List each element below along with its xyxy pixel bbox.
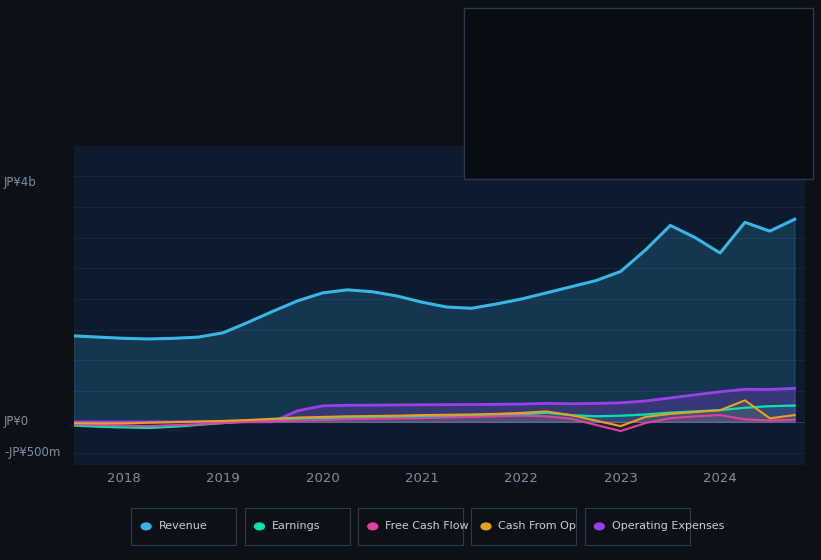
Text: -JP¥500m: -JP¥500m bbox=[4, 446, 61, 459]
Text: Free Cash Flow: Free Cash Flow bbox=[385, 521, 469, 531]
Text: JP¥255.000m: JP¥255.000m bbox=[631, 70, 713, 80]
Text: Sep 30 2024: Sep 30 2024 bbox=[478, 20, 566, 34]
Text: Revenue: Revenue bbox=[478, 43, 526, 53]
Text: 8.2%: 8.2% bbox=[631, 92, 663, 102]
Text: Revenue: Revenue bbox=[158, 521, 207, 531]
Text: JP¥22.000m: JP¥22.000m bbox=[631, 111, 705, 121]
Text: /yr: /yr bbox=[750, 70, 765, 80]
Text: Cash From Op: Cash From Op bbox=[498, 521, 576, 531]
Text: Earnings: Earnings bbox=[478, 70, 526, 80]
Text: JP¥0: JP¥0 bbox=[4, 416, 30, 428]
Text: Earnings: Earnings bbox=[272, 521, 320, 531]
Text: /yr: /yr bbox=[750, 111, 765, 121]
Text: Operating Expenses: Operating Expenses bbox=[612, 521, 724, 531]
Text: /yr: /yr bbox=[750, 43, 765, 53]
Text: /yr: /yr bbox=[750, 166, 765, 175]
Text: Operating Expenses: Operating Expenses bbox=[478, 166, 590, 175]
Text: JP¥528.000m: JP¥528.000m bbox=[631, 166, 713, 175]
Text: /yr: /yr bbox=[750, 138, 765, 148]
Text: JP¥4b: JP¥4b bbox=[4, 176, 37, 189]
Text: Free Cash Flow: Free Cash Flow bbox=[478, 111, 562, 121]
Text: profit margin: profit margin bbox=[673, 92, 745, 102]
Text: Cash From Op: Cash From Op bbox=[478, 138, 556, 148]
Text: JP¥58.000m: JP¥58.000m bbox=[631, 138, 705, 148]
Text: JP¥3.107b: JP¥3.107b bbox=[631, 43, 694, 53]
